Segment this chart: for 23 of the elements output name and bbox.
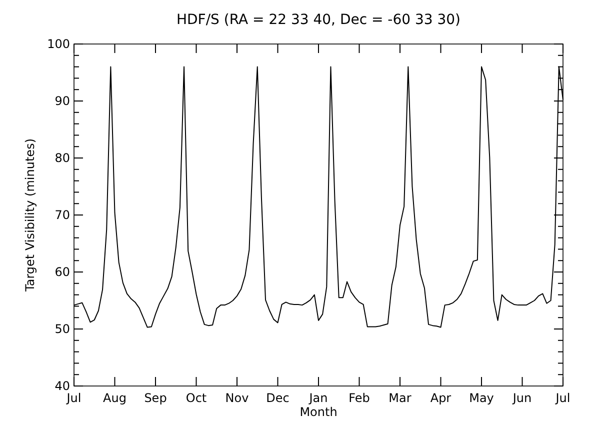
x-tick-label: May [469, 391, 494, 405]
x-tick-label: Jan [308, 391, 328, 405]
y-tick-label: 70 [54, 208, 70, 222]
y-tick-label: 100 [47, 37, 70, 51]
y-tick-label: 80 [54, 151, 70, 165]
x-tick-label: Feb [348, 391, 370, 405]
chart-title: HDF/S (RA = 22 33 40, Dec = -60 33 30) [176, 12, 461, 28]
x-tick-label: Jul [554, 391, 570, 405]
x-tick-label: Jul [66, 391, 82, 405]
x-tick-label: Apr [430, 391, 452, 405]
x-tick-label: Nov [225, 391, 249, 405]
x-tick-label: Sep [144, 391, 167, 405]
x-axis-title: Month [300, 405, 338, 419]
x-tick-label: Jun [512, 391, 532, 405]
x-tick-label: Oct [186, 391, 207, 405]
y-axis-title: Target Visibility (minutes) [23, 138, 37, 292]
x-tick-label: Mar [388, 391, 412, 405]
x-tick-label: Aug [103, 391, 126, 405]
y-tick-label: 50 [54, 322, 70, 336]
y-tick-label: 40 [54, 379, 70, 393]
y-tick-label: 90 [54, 94, 70, 108]
x-tick-label: Dec [266, 391, 290, 405]
y-tick-label: 60 [54, 265, 70, 279]
